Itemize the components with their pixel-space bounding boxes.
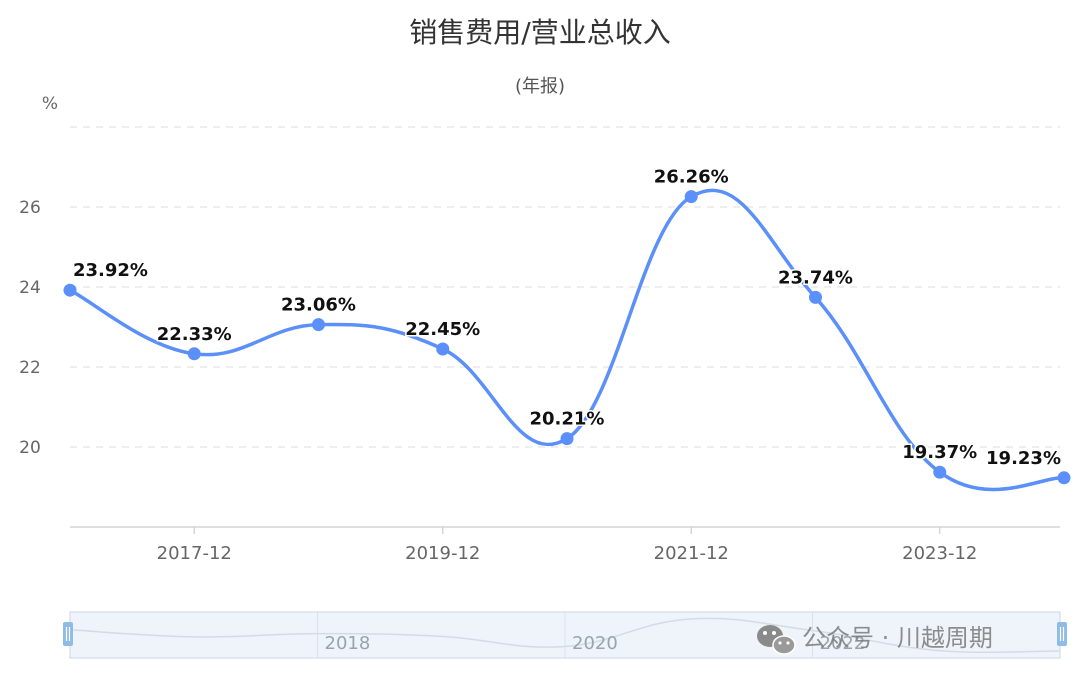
zoom-preview-line <box>69 617 1061 654</box>
watermark: 公众号 · 川越周期 <box>757 624 993 655</box>
data-point[interactable] <box>933 465 947 479</box>
wechat-icon <box>757 625 796 655</box>
data-point[interactable] <box>1057 471 1071 485</box>
data-label: 20.21% <box>530 409 605 430</box>
zoom-label: 2020 <box>572 633 618 654</box>
data-point[interactable] <box>312 318 325 332</box>
grid-lines <box>70 126 1060 448</box>
data-point[interactable] <box>187 347 201 361</box>
zoom-label: 2018 <box>325 633 371 654</box>
x-axis: 2017-12 2019-12 2021-12 2023-12 <box>70 526 1060 564</box>
data-point[interactable] <box>684 190 698 204</box>
data-point[interactable] <box>63 283 77 297</box>
x-tick-label: 2019-12 <box>405 543 480 564</box>
zoom-handle-right[interactable] <box>1057 622 1067 646</box>
data-zoom-slider[interactable]: 2018 2020 2022 <box>63 611 1067 659</box>
series-line <box>68 188 1066 492</box>
data-label: 23.92% <box>73 260 148 281</box>
data-label: 19.37% <box>902 442 977 463</box>
data-point[interactable] <box>809 290 822 304</box>
zoom-labels: 2018 2020 2022 <box>325 633 866 654</box>
data-label: 26.26% <box>654 167 729 188</box>
x-tick-label: 2017-12 <box>157 543 232 564</box>
data-label: 22.45% <box>405 319 480 340</box>
y-tick-label: 24 <box>19 278 41 298</box>
y-tick-label: 20 <box>19 438 41 458</box>
y-tick-label: 22 <box>19 358 41 378</box>
data-label: 19.23% <box>986 448 1061 469</box>
zoom-handle-left[interactable] <box>63 622 73 646</box>
data-label: 22.33% <box>157 324 232 345</box>
data-points <box>63 190 1071 485</box>
y-tick-label: 26 <box>19 198 41 218</box>
zoom-label: 2022 <box>820 633 866 654</box>
x-tick-label: 2023-12 <box>902 543 977 564</box>
x-tick-label: 2021-12 <box>654 543 729 564</box>
chart-subtitle: (年报) <box>515 76 565 97</box>
watermark-text: 公众号 · 川越周期 <box>802 624 993 652</box>
series-line-group <box>68 188 1066 492</box>
data-label: 23.06% <box>281 295 356 316</box>
data-label: 23.74% <box>778 267 853 288</box>
y-axis-ticks: 20 22 24 26 <box>19 198 41 458</box>
chart-title: 销售费用/营业总收入 <box>409 16 670 49</box>
data-point[interactable] <box>560 432 574 446</box>
y-axis-unit: % <box>42 94 58 114</box>
data-point[interactable] <box>436 342 450 356</box>
zoom-dividers <box>317 612 813 658</box>
data-labels: 23.92% 22.33% 23.06% 22.45% 20.21% 26.26% 23.7… <box>72 165 1063 470</box>
